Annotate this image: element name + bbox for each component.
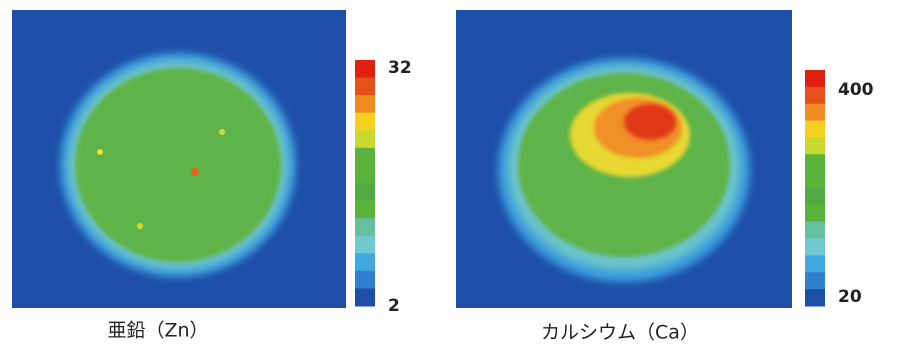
hotspot (97, 149, 103, 155)
colorbar-segment (805, 204, 825, 223)
colorbar-segment (355, 235, 375, 254)
colorbar-segment (355, 183, 375, 202)
colorbar-segment (355, 270, 375, 289)
colorbar-segment (805, 272, 825, 290)
colorbar-segment (355, 130, 375, 149)
colorbar-segment (805, 137, 825, 155)
colorbar (355, 60, 375, 307)
colorbar-segment (805, 289, 825, 307)
colorbar-max: 32 (388, 58, 412, 78)
hotspot (219, 129, 225, 135)
colorbar-min: 20 (838, 287, 862, 307)
ca-map (456, 10, 792, 308)
colorbar-segment (355, 218, 375, 237)
colorbar-segment (355, 147, 375, 166)
colorbar-segment (355, 165, 375, 184)
colorbar-segment (805, 171, 825, 189)
colorbar-segment (805, 255, 825, 273)
colorbar-segment (805, 86, 825, 105)
cell-body (75, 68, 281, 262)
colorbar (805, 70, 825, 307)
colorbar-segment (355, 112, 375, 131)
colorbar-segment (355, 253, 375, 272)
colorbar-segment (355, 200, 375, 219)
colorbar-segment (805, 120, 825, 138)
colorbar-segment (805, 238, 825, 256)
colorbar-segment (355, 77, 375, 96)
colorbar-segment (805, 188, 825, 206)
colorbar-segment (355, 95, 375, 114)
colorbar-segment (805, 70, 825, 88)
zn-map (12, 10, 346, 308)
colorbar-max: 400 (838, 80, 874, 100)
caption: 亜鉛（Zn） (107, 320, 208, 342)
colorbar-segment (805, 154, 825, 172)
colorbar-segment (355, 288, 375, 307)
colorbar-segment (355, 60, 375, 79)
colorbar-segment (805, 103, 825, 122)
caption: カルシウム（Ca） (541, 322, 699, 344)
colorbar-min: 2 (388, 296, 400, 316)
hotspot (137, 223, 143, 229)
hotspot (191, 168, 199, 176)
peak-region (624, 104, 676, 140)
colorbar-segment (805, 221, 825, 240)
